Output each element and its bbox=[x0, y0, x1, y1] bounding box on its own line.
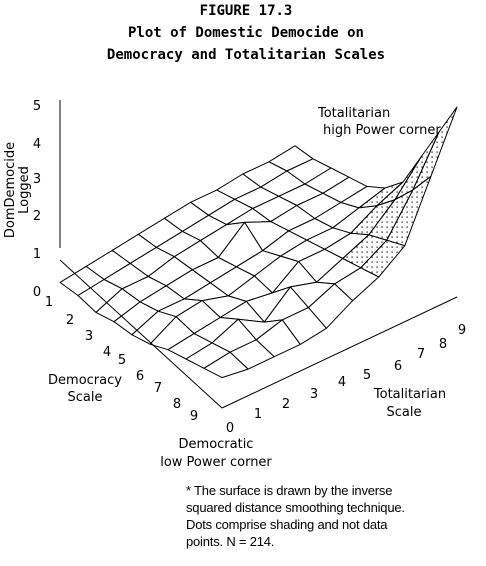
totalitarian-tick-1: 1 bbox=[254, 407, 262, 422]
democracy-tick-labels: 1 2 3 4 5 6 7 8 9 bbox=[45, 295, 198, 424]
democracy-tick-3: 3 bbox=[85, 329, 93, 344]
high-corner-annotation-line-2: high Power corner bbox=[323, 123, 441, 138]
democracy-tick-8: 8 bbox=[173, 397, 181, 412]
surface-cell bbox=[412, 106, 458, 191]
democracy-tick-4: 4 bbox=[103, 345, 111, 360]
z-tick-4: 4 bbox=[33, 137, 41, 152]
democracy-tick-2: 2 bbox=[66, 313, 74, 328]
high-corner-annotation-line-1: Totalitarian bbox=[317, 106, 390, 121]
democracy-axis-edge bbox=[59, 259, 223, 409]
footnote: * The surface is drawn by the inverse sq… bbox=[186, 482, 476, 550]
low-corner-annotation-line-1: Democratic bbox=[179, 437, 254, 452]
z-axis-label: DomDemocide Logged bbox=[3, 142, 32, 238]
footnote-line-2: squared distance smoothing technique. bbox=[186, 500, 405, 515]
z-tick-0: 0 bbox=[33, 285, 41, 300]
footnote-line-1-text: The surface is drawn by the inverse bbox=[194, 483, 393, 498]
totalitarian-tick-5: 5 bbox=[363, 368, 371, 383]
figure-subtitle-line-1: Plot of Domestic Democide on bbox=[128, 25, 364, 41]
totalitarian-tick-8: 8 bbox=[439, 337, 447, 352]
low-corner-annotation-line-2: low Power corner bbox=[160, 455, 272, 470]
totalitarian-tick-4: 4 bbox=[338, 375, 346, 390]
totalitarian-axis-edge bbox=[221, 296, 458, 409]
footnote-line-3: Dots comprise shading and not data bbox=[186, 517, 388, 532]
z-tick-labels: 5 4 3 2 1 0 bbox=[33, 99, 41, 300]
z-axis-label-line-1: DomDemocide bbox=[3, 142, 18, 238]
surface-cell bbox=[203, 351, 249, 379]
z-tick-2: 2 bbox=[33, 209, 41, 224]
democracy-tick-5: 5 bbox=[118, 353, 126, 368]
totalitarian-tick-9: 9 bbox=[458, 323, 466, 338]
totalitarian-axis-label-line-2: Scale bbox=[387, 405, 422, 420]
totalitarian-tick-2: 2 bbox=[282, 397, 290, 412]
democracy-axis-label-line-1: Democracy bbox=[48, 373, 122, 388]
figure-subtitle-line-2: Democracy and Totalitarian Scales bbox=[107, 47, 385, 63]
figure-title: FIGURE 17.3 bbox=[200, 3, 293, 19]
z-axis-label-line-2: Logged bbox=[17, 166, 32, 214]
totalitarian-tick-labels: 0 1 2 3 4 5 6 7 8 9 bbox=[226, 323, 466, 436]
totalitarian-tick-7: 7 bbox=[417, 347, 425, 362]
totalitarian-tick-6: 6 bbox=[394, 359, 402, 374]
z-tick-5: 5 bbox=[33, 99, 41, 114]
democracy-tick-1: 1 bbox=[45, 295, 53, 310]
totalitarian-tick-3: 3 bbox=[310, 387, 318, 402]
footnote-line-4: points. N = 214. bbox=[186, 534, 275, 549]
surface-mesh bbox=[59, 106, 458, 379]
z-tick-1: 1 bbox=[33, 247, 41, 262]
totalitarian-tick-0: 0 bbox=[226, 421, 234, 436]
democracy-tick-7: 7 bbox=[154, 381, 162, 396]
z-tick-3: 3 bbox=[33, 172, 41, 187]
footnote-marker: * bbox=[186, 483, 191, 498]
democracy-axis-label-line-2: Scale bbox=[68, 390, 103, 405]
democracy-tick-9: 9 bbox=[190, 409, 198, 424]
democracy-tick-6: 6 bbox=[136, 369, 144, 384]
footnote-line-1: * The surface is drawn by the inverse bbox=[186, 482, 476, 499]
totalitarian-axis-label-line-1: Totalitarian bbox=[373, 387, 446, 402]
